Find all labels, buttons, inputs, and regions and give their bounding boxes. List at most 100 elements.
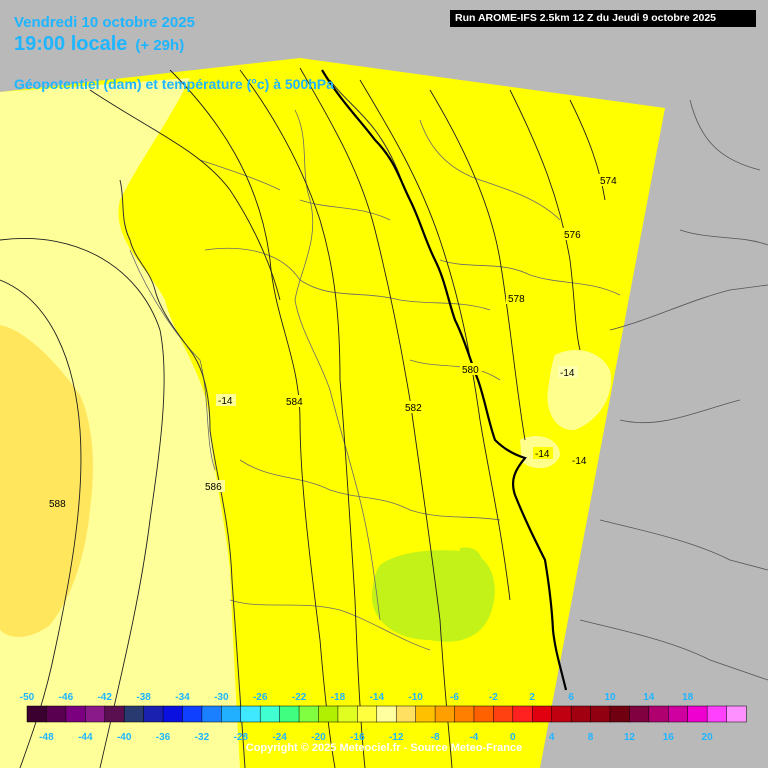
label-bg-588	[47, 497, 69, 509]
colorbar-top-label: -34	[175, 692, 190, 703]
colorbar-cell	[454, 705, 475, 723]
colorbar-top-label: 10	[604, 692, 616, 703]
colorbar-bottom-label: -8	[431, 732, 440, 743]
colorbar-cell	[590, 705, 611, 723]
colorbar-bottom-label: -40	[117, 732, 132, 743]
temp-label-1: -14	[218, 396, 233, 407]
colorbar-top-label: -18	[331, 692, 346, 703]
colorbar-bottom-label: -44	[78, 732, 93, 743]
colorbar-bottom-label: 16	[663, 732, 675, 743]
isoline-label-586: 586	[205, 482, 222, 493]
colorbar-cell	[687, 705, 708, 723]
colorbar-cell	[182, 705, 203, 723]
label-bg-t3	[533, 447, 553, 459]
colorbar-cell	[162, 705, 184, 723]
colorbar-cell	[65, 705, 86, 723]
forecast-time-value: 19:00 locale	[14, 33, 128, 55]
colorbar-top-label: -22	[292, 692, 307, 703]
colorbar-cell	[26, 705, 48, 723]
run-info: Run AROME-IFS 2.5km 12 Z du Jeudi 9 octo…	[450, 10, 756, 27]
label-bg-t2	[558, 366, 578, 378]
cool-patch-small	[459, 547, 482, 567]
colorbar-cell	[298, 705, 320, 723]
colorbar-bottom-label: 20	[702, 732, 714, 743]
label-bg-586	[203, 480, 225, 492]
warm-patch-west	[0, 325, 93, 637]
isoline-label-588: 588	[49, 499, 66, 510]
colorbar-top-label: -42	[97, 692, 112, 703]
colorbar-cell	[123, 705, 145, 723]
colorbar-top-label: -6	[450, 692, 459, 703]
colorbar-cell	[668, 705, 689, 723]
copyright: Copyright © 2025 Meteociel.fr - Source M…	[245, 742, 523, 754]
colorbar-top-label: 18	[682, 692, 694, 703]
colorbar-bottom-label: 0	[510, 732, 516, 743]
temp-label-4: -14	[572, 456, 587, 467]
colorbar-cell	[726, 705, 747, 723]
colorbar-top-label: 6	[568, 692, 574, 703]
temperature-isotherm	[321, 69, 568, 691]
forecast-time: 19:00 locale (+ 29h)	[14, 33, 184, 56]
colorbar-cell	[609, 705, 631, 723]
colorbar-bottom-label: -24	[272, 732, 287, 743]
colorbar-cell	[104, 705, 125, 723]
colorbar-top-label: 2	[529, 692, 535, 703]
colorbar-cell	[434, 705, 456, 723]
colorbar-top-label: -46	[59, 692, 74, 703]
isoline-label-576: 576	[564, 230, 581, 241]
colorbar-cell	[493, 705, 514, 723]
isoline-label-580: 580	[462, 365, 479, 376]
label-bg-584	[284, 395, 306, 407]
colorbar-bottom-label: -16	[350, 732, 365, 743]
borders	[129, 109, 621, 651]
colorbar-bottom-label: -48	[39, 732, 54, 743]
colorbar-cell	[337, 705, 359, 723]
isoline-labels: 574 576 578 580 582 584 586 588 -14 -14 …	[47, 174, 620, 510]
colorbar-bottom-label: 8	[588, 732, 594, 743]
colorbar-bottom-label: -32	[195, 732, 210, 743]
colorbar-cell	[395, 705, 417, 723]
outer-borders	[579, 99, 768, 681]
temp-label-2: -14	[560, 368, 575, 379]
isoline-label-574: 574	[600, 176, 617, 187]
colorbar-cell	[415, 705, 436, 723]
colorbar-top-label: -38	[136, 692, 151, 703]
temp-label-3: -14	[535, 449, 550, 460]
colorbar-cell	[570, 705, 592, 723]
label-bg-574	[598, 174, 620, 186]
isoline-label-578: 578	[508, 294, 525, 305]
isoline-label-582: 582	[405, 403, 422, 414]
colorbar-top-labels: -50 -46 -42 -38 -34 -30 -26 -22 -18 -14 -10 -6 -2 2 6 1…	[20, 692, 694, 703]
colorbar-cell	[376, 705, 397, 723]
colorbar-top-label: -10	[408, 692, 423, 703]
colorbar-cell	[318, 705, 339, 723]
colorbar-top-label: -2	[489, 692, 498, 703]
colorbar-top-label: -14	[370, 692, 385, 703]
colorbar-top-label: -30	[214, 692, 229, 703]
label-bg-580	[460, 363, 482, 375]
colorbar-bottom-label: -4	[469, 732, 478, 743]
colorbar-cell	[357, 705, 378, 723]
lead-time: (+ 29h)	[135, 37, 185, 54]
colorbar-cell	[201, 705, 222, 723]
forecast-date: Vendredi 10 octobre 2025	[14, 14, 195, 31]
colorbar-cells	[26, 705, 747, 723]
colorbar-bottom-label: 12	[624, 732, 636, 743]
colorbar-cell	[512, 705, 533, 723]
cool-patch-center	[372, 550, 495, 642]
label-bg-t1	[216, 394, 236, 406]
colorbar-cell	[551, 705, 572, 723]
colorbar-cell	[279, 705, 300, 723]
colorbar-top-label: -50	[20, 692, 35, 703]
colorbar-cell	[473, 705, 495, 723]
colorbar-cell	[240, 705, 261, 723]
label-bg-t4	[570, 454, 590, 466]
colorbar-bottom-label: -28	[234, 732, 249, 743]
parameter-title: Géopotentiel (dam) et température (°c) à…	[14, 76, 334, 92]
colorbar-cell	[46, 705, 67, 723]
colorbar-cell	[531, 705, 553, 723]
colorbar-cell	[629, 705, 650, 723]
label-bg-582	[403, 401, 425, 413]
colorbar-cell	[259, 705, 281, 723]
